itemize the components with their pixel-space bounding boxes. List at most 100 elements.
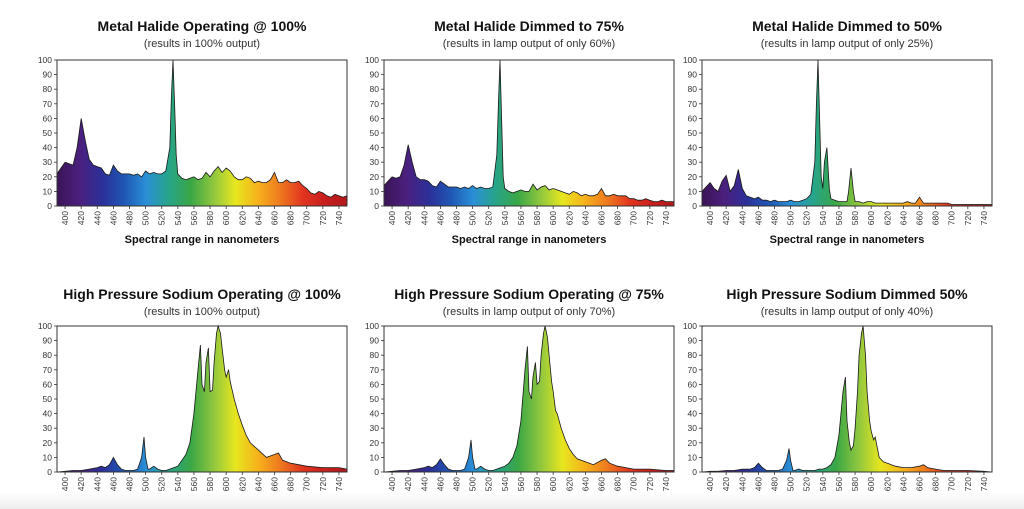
- x-tick-label: 580: [532, 477, 542, 491]
- spectrum-line: [701, 325, 993, 473]
- x-tick-label: 700: [302, 211, 312, 225]
- x-tick-label: 540: [500, 211, 510, 225]
- y-tick-label: 60: [370, 113, 380, 123]
- y-tick-label: 80: [688, 84, 698, 94]
- plot-frame: [701, 59, 993, 207]
- x-tick-label: 720: [645, 211, 655, 225]
- x-tick-label: 700: [302, 477, 312, 491]
- x-tick-label: 500: [786, 477, 796, 491]
- y-tick-label: 0: [692, 201, 697, 211]
- x-tick-label: 720: [963, 211, 973, 225]
- y-tick-label: 60: [688, 379, 698, 389]
- x-tick-label: 540: [173, 477, 183, 491]
- x-tick-label: 740: [661, 477, 671, 491]
- x-tick-label: 740: [979, 477, 989, 491]
- x-tick-label: 600: [548, 477, 558, 491]
- x-tick-label: 400: [387, 211, 397, 225]
- y-tick-label: 50: [688, 394, 698, 404]
- y-tick-label: 70: [370, 365, 380, 375]
- y-tick-label: 40: [688, 409, 698, 419]
- chart-panel-3: Metal Halide Dimmed to 50% (results in la…: [683, 18, 993, 246]
- x-tick-label: 640: [253, 211, 263, 225]
- spectrum-area: [384, 60, 674, 206]
- chart-panel-1: Metal Halide Operating @ 100% (results in…: [38, 18, 348, 246]
- x-tick-label: 480: [770, 477, 780, 491]
- x-tick-label: 560: [189, 211, 199, 225]
- y-tick-label: 50: [370, 394, 380, 404]
- x-tick-label: 540: [818, 211, 828, 225]
- x-tick-label: 480: [452, 211, 462, 225]
- x-tick-label: 660: [270, 211, 280, 225]
- y-tick-label: 80: [43, 350, 53, 360]
- x-tick-label: 580: [850, 477, 860, 491]
- spectrum-area: [702, 326, 992, 472]
- y-tick-label: 100: [365, 321, 379, 331]
- spectrum-line: [56, 59, 348, 198]
- x-tick-label: 560: [834, 211, 844, 225]
- x-tick-label: 700: [947, 211, 957, 225]
- x-tick-label: 520: [484, 211, 494, 225]
- y-tick-label: 60: [370, 379, 380, 389]
- plot-frame: [56, 325, 348, 473]
- x-tick-label: 720: [645, 477, 655, 491]
- spectrum-line: [383, 59, 674, 202]
- y-tick-label: 20: [688, 438, 698, 448]
- chart-subtitle: (results in lamp output of only 70%): [443, 306, 615, 318]
- x-tick-label: 600: [221, 211, 231, 225]
- spectrum-area: [57, 60, 347, 206]
- x-tick-label: 420: [76, 477, 86, 491]
- x-tick-label: 740: [334, 211, 344, 225]
- y-tick-label: 100: [38, 321, 52, 331]
- x-tick-label: 400: [705, 211, 715, 225]
- x-tick-label: 440: [737, 211, 747, 225]
- y-tick-label: 0: [47, 201, 52, 211]
- x-tick-label: 480: [125, 477, 135, 491]
- x-tick-label: 720: [318, 211, 328, 225]
- x-tick-label: 580: [532, 211, 542, 225]
- chart-title: Metal Halide Dimmed to 75%: [434, 18, 624, 34]
- x-tick-label: 620: [564, 477, 574, 491]
- chart-title: High Pressure Sodium Operating @ 100%: [63, 286, 341, 302]
- x-tick-label: 540: [818, 477, 828, 491]
- x-tick-label: 480: [125, 211, 135, 225]
- y-tick-label: 10: [688, 186, 698, 196]
- x-tick-label: 660: [915, 477, 925, 491]
- y-tick-label: 40: [370, 409, 380, 419]
- x-tick-label: 500: [141, 211, 151, 225]
- plot-frame: [383, 325, 675, 473]
- y-tick-label: 80: [688, 350, 698, 360]
- x-tick-label: 740: [334, 477, 344, 491]
- y-tick-label: 100: [365, 55, 379, 65]
- y-tick-label: 40: [688, 143, 698, 153]
- x-tick-label: 580: [850, 211, 860, 225]
- chart-panel-6: High Pressure Sodium Dimmed 50% (results …: [683, 286, 993, 491]
- x-tick-label: 520: [157, 211, 167, 225]
- x-tick-label: 620: [564, 211, 574, 225]
- y-tick-label: 20: [688, 172, 698, 182]
- spectrum-line: [701, 59, 992, 205]
- x-tick-label: 700: [629, 211, 639, 225]
- y-tick-label: 90: [370, 336, 380, 346]
- y-tick-label: 20: [43, 438, 53, 448]
- x-tick-label: 680: [931, 477, 941, 491]
- y-tick-label: 70: [370, 99, 380, 109]
- y-tick-label: 0: [374, 467, 379, 477]
- x-tick-label: 400: [60, 477, 70, 491]
- chart-subtitle: (results in lamp output of only 60%): [443, 38, 615, 50]
- y-tick-label: 10: [370, 452, 380, 462]
- y-tick-label: 40: [43, 409, 53, 419]
- y-tick-label: 70: [688, 365, 698, 375]
- x-tick-label: 640: [898, 211, 908, 225]
- x-tick-label: 440: [737, 477, 747, 491]
- y-tick-label: 10: [43, 452, 53, 462]
- x-tick-label: 560: [189, 477, 199, 491]
- x-tick-label: 440: [92, 477, 102, 491]
- y-tick-label: 50: [43, 128, 53, 138]
- y-tick-label: 100: [38, 55, 52, 65]
- x-tick-label: 720: [318, 477, 328, 491]
- y-tick-label: 0: [374, 201, 379, 211]
- x-tick-label: 540: [173, 211, 183, 225]
- x-tick-label: 420: [403, 477, 413, 491]
- chart-subtitle: (results in 100% output): [144, 38, 260, 50]
- x-tick-label: 700: [947, 477, 957, 491]
